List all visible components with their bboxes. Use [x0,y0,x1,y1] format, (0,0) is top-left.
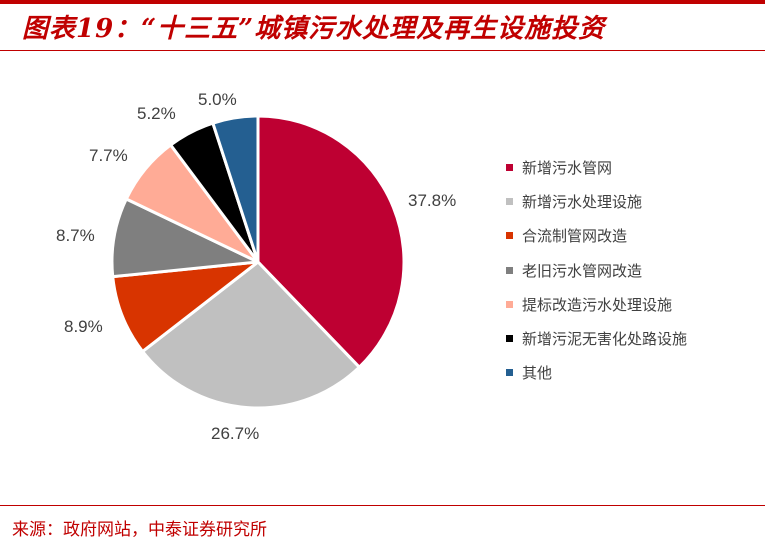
pie-slice [211,114,260,264]
legend-swatch-icon [506,163,513,171]
slice-label-1: 26.7% [211,424,260,443]
legend-item: 新增污水处理设施 [506,184,687,218]
legend-item: 新增污泥无害化处路设施 [506,321,687,355]
footer-divider [0,505,765,506]
source-note: 来源：政府网站，中泰证券研究所 [12,520,267,540]
pie-slice [111,260,260,353]
legend-swatch-icon [506,335,513,343]
legend-swatch-icon [506,197,513,205]
legend-swatch-icon [506,266,513,274]
legend-item: 提标改造污水处理设施 [506,287,687,321]
slice-label-3: 8.7% [56,226,95,245]
slice-label-6: 5.0% [198,90,237,109]
legend-swatch-icon [506,369,513,377]
pie-slice [141,260,361,410]
top-accent-bar [0,0,765,4]
slice-label-4: 7.7% [89,146,128,165]
slice-label-0: 37.8% [408,191,457,210]
pie-slice [256,114,406,369]
legend-item: 其他 [506,356,687,390]
legend-item: 老旧污水管网改造 [506,253,687,287]
legend-swatch-icon [506,232,513,240]
legend-swatch-icon [506,300,513,308]
chart-title: 图表19：“十三五”城镇污水处理及再生设施投资 [22,14,606,44]
slice-label-2: 8.9% [64,317,103,336]
legend-item: 合流制管网改造 [506,219,687,253]
title-divider [0,50,765,51]
chart-legend: 新增污水管网 新增污水处理设施 合流制管网改造 老旧污水管网改造 提标改造污水处… [506,150,687,390]
slice-label-5: 5.2% [137,104,176,123]
legend-item: 新增污水管网 [506,150,687,184]
